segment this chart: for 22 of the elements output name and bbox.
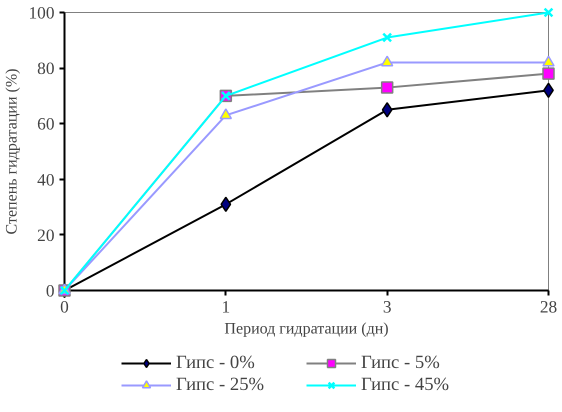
- point: [380, 81, 394, 94]
- point: [382, 32, 392, 43]
- point: [542, 67, 555, 80]
- legend-label: Гипс - 5%: [361, 352, 441, 374]
- y-axis-title: Степень гидратации (%): [4, 68, 21, 234]
- legend-label: Гипс - 25%: [176, 374, 266, 396]
- point: [382, 102, 393, 118]
- y-tick-label: 100: [28, 4, 55, 22]
- y-tick-label: 0: [46, 282, 55, 300]
- y-tick-label: 40: [37, 170, 54, 190]
- point: [220, 196, 232, 212]
- x-axis-title: Период гидратации (дн): [224, 320, 389, 338]
- y-tick-label: 20: [37, 226, 54, 245]
- legend-label: Гипс - 0%: [176, 352, 256, 374]
- y-tick-label: 80: [37, 59, 54, 78]
- x-tick-label: 3: [382, 298, 392, 316]
- x-tick-label: 28: [540, 298, 558, 316]
- legend-label: Гипс - 45%: [361, 374, 450, 396]
- x-tick-label: 1: [222, 298, 230, 316]
- x-tick-label: 0: [60, 298, 69, 316]
- point: [543, 7, 554, 18]
- y-tick-label: 60: [37, 114, 54, 134]
